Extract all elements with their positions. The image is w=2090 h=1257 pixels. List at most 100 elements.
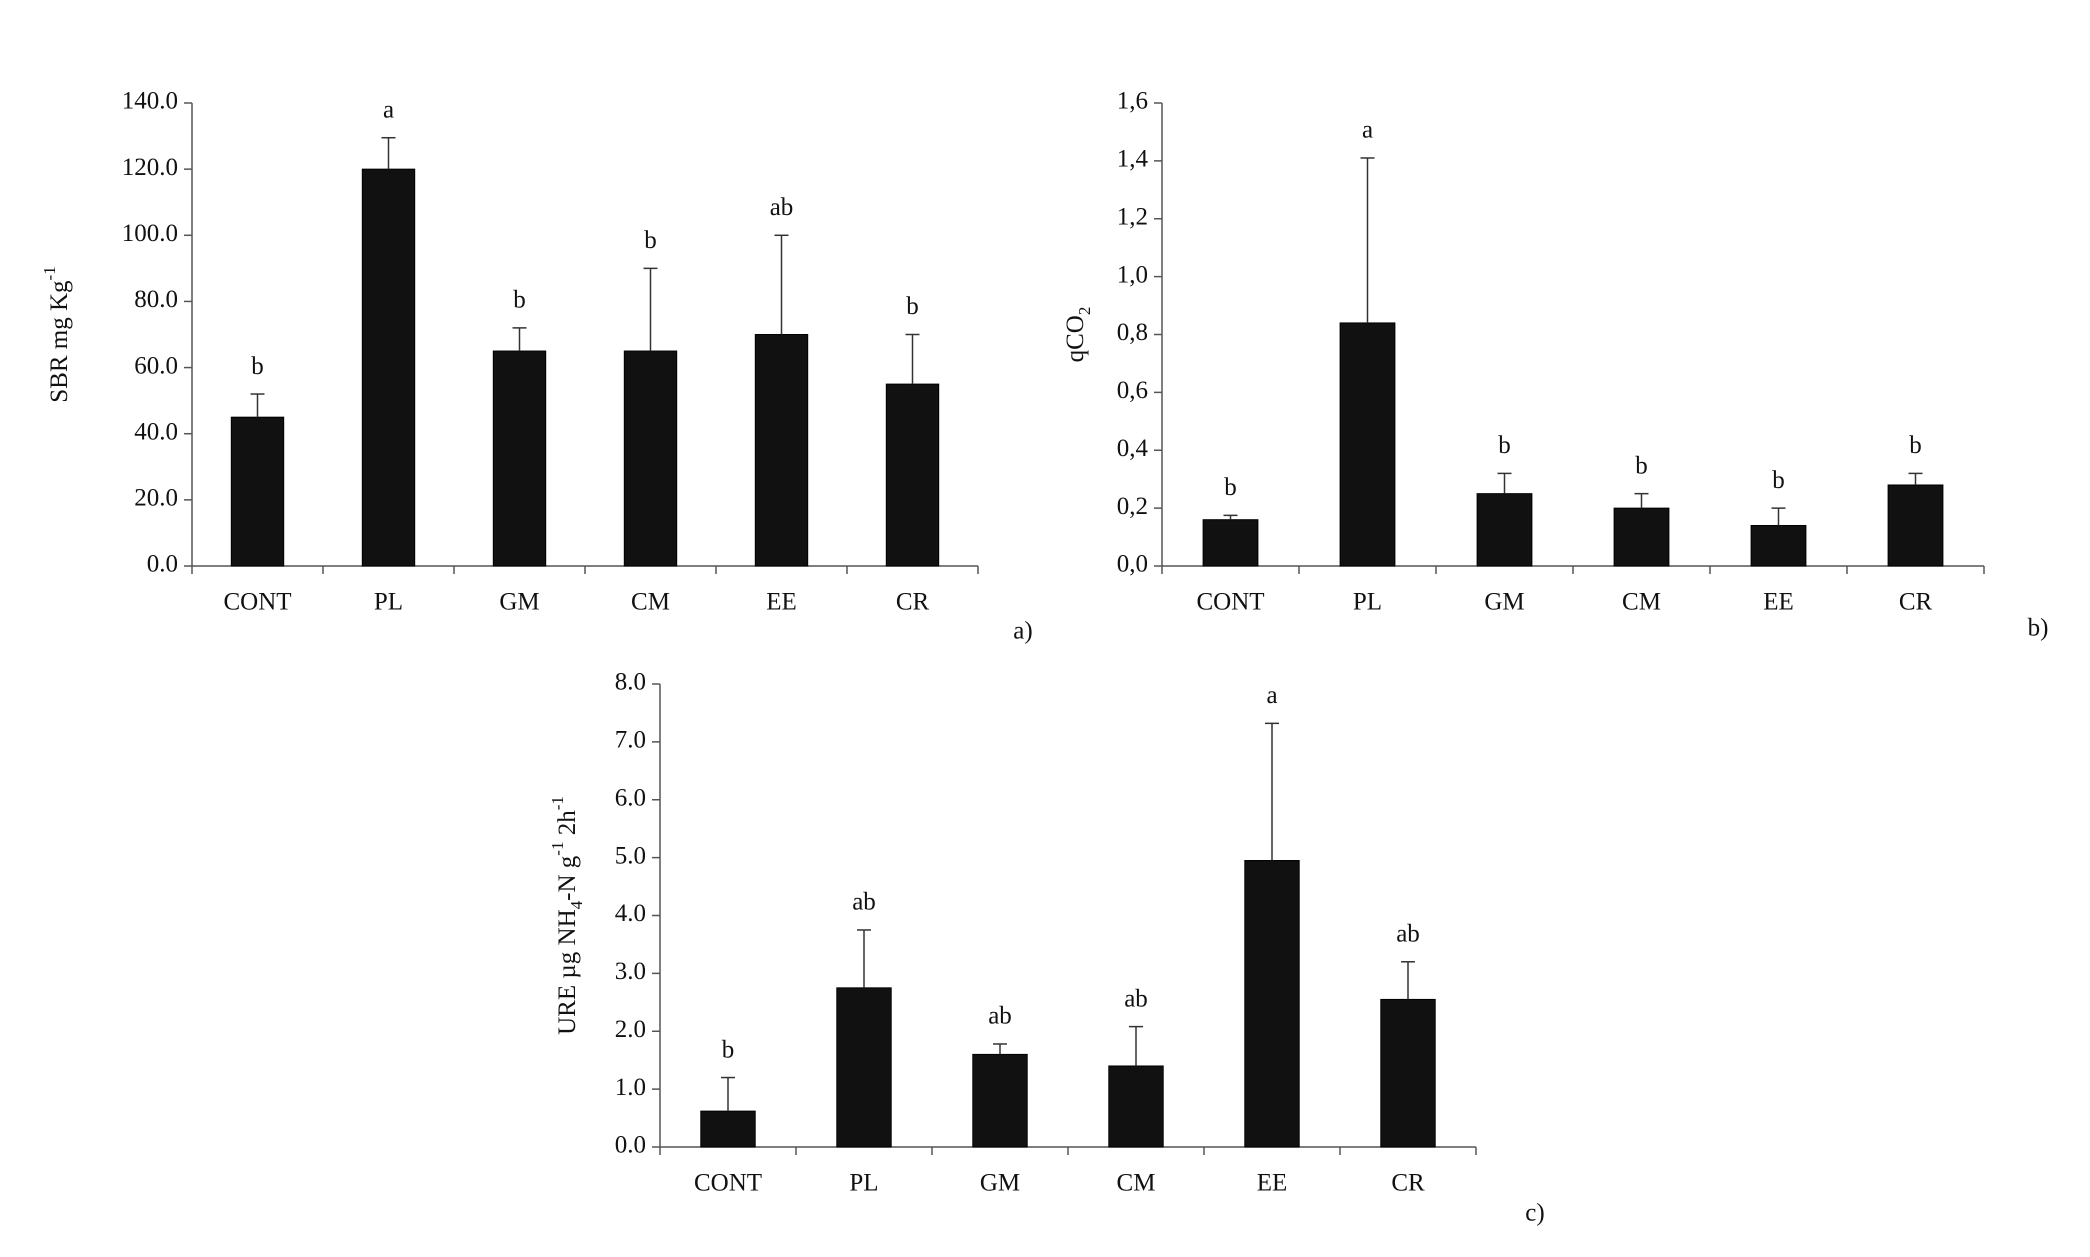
y-axis-label-part: qCO: [1062, 315, 1089, 362]
error-bar: [512, 327, 527, 352]
error-bar: [1129, 1025, 1143, 1066]
y-tick-label: 40.0: [134, 418, 178, 445]
y-tick-label: 0,6: [1117, 377, 1148, 404]
y-tick-label: 5.0: [615, 842, 646, 869]
y-axis-label-part: -1: [548, 842, 567, 856]
bar: [1380, 998, 1436, 1148]
bar: [1613, 507, 1670, 567]
significance-letter: ab: [1396, 921, 1420, 948]
x-tick-label: GM: [980, 1170, 1020, 1197]
y-axis-label: SBR mg Kg-1: [40, 266, 72, 402]
y-axis-label: URE µg NH4-N g-1 2h-1: [548, 796, 586, 1035]
bar: [1887, 484, 1944, 567]
y-axis-label: qCO2: [1062, 307, 1095, 363]
y-tick-label: 1,4: [1117, 146, 1149, 173]
y-tick-label: 7.0: [615, 727, 646, 754]
error-bar: [1771, 507, 1786, 526]
y-tick-label: 1.0: [615, 1074, 646, 1101]
x-tick-label: CONT: [694, 1170, 762, 1197]
significance-letter: b: [1635, 452, 1648, 479]
y-tick-label: 8.0: [615, 669, 646, 696]
error-bar: [381, 136, 396, 170]
y-axis-label-part: SBR mg Kg: [46, 280, 73, 403]
panel-label: b): [2028, 615, 2049, 642]
y-tick-label: 0.0: [147, 551, 178, 578]
error-bar: [250, 393, 265, 418]
significance-letter: a: [1362, 117, 1373, 144]
error-bar: [1497, 472, 1512, 494]
bar: [1202, 519, 1259, 567]
y-tick-label: 2.0: [615, 1016, 646, 1043]
bar: [885, 383, 940, 567]
x-tick-label: CM: [631, 589, 670, 616]
y-axis-label-part: 4: [567, 900, 586, 909]
x-tick-label: CR: [1899, 589, 1933, 616]
significance-letter: b: [1224, 474, 1237, 501]
bar: [230, 416, 285, 567]
bar: [1108, 1065, 1164, 1148]
error-bar: [1360, 157, 1375, 323]
x-tick-label: CM: [1117, 1170, 1156, 1197]
bar: [1476, 493, 1533, 567]
bar: [972, 1053, 1028, 1148]
bar: [1244, 860, 1300, 1148]
significance-letter: b: [1772, 467, 1785, 494]
significance-letter: b: [1498, 432, 1511, 459]
y-axis-label-part: 2: [1075, 307, 1094, 316]
significance-letter: b: [906, 293, 919, 320]
bar: [700, 1110, 756, 1148]
x-tick-label: PL: [374, 589, 403, 616]
x-tick-label: CM: [1622, 589, 1661, 616]
significance-letter: b: [513, 287, 526, 314]
y-tick-label: 0,2: [1117, 493, 1148, 520]
y-tick-label: 1,0: [1117, 261, 1148, 288]
y-tick-label: 20.0: [134, 485, 178, 512]
error-bar: [643, 267, 658, 352]
y-tick-label: 60.0: [134, 352, 178, 379]
panel-label: a): [1013, 618, 1032, 645]
bar: [754, 334, 809, 567]
x-tick-label: CR: [896, 589, 930, 616]
y-tick-label: 0,4: [1117, 435, 1149, 462]
error-bar: [1634, 492, 1649, 509]
y-axis-label-part: -1: [40, 266, 59, 280]
x-tick-label: PL: [1353, 589, 1382, 616]
panel-label: c): [1525, 1200, 1544, 1227]
y-axis-label-part: URE µg NH: [554, 909, 581, 1035]
error-bar: [1223, 514, 1238, 520]
y-axis-label-part: -1: [548, 796, 567, 810]
significance-letter: b: [1909, 432, 1922, 459]
x-tick-label: EE: [1257, 1170, 1288, 1197]
y-tick-label: 1,2: [1117, 203, 1148, 230]
error-bar: [857, 929, 871, 988]
y-tick-label: 80.0: [134, 286, 178, 313]
significance-letter: b: [251, 353, 264, 380]
error-bar: [1908, 472, 1923, 485]
bar: [836, 987, 892, 1148]
error-bar: [993, 1043, 1007, 1055]
y-tick-label: 3.0: [615, 958, 646, 985]
significance-letter: b: [722, 1036, 735, 1063]
error-bar: [774, 234, 789, 335]
x-tick-label: CONT: [1196, 589, 1264, 616]
error-bar: [905, 333, 920, 385]
y-tick-label: 0,8: [1117, 319, 1148, 346]
x-tick-label: CONT: [223, 589, 291, 616]
significance-letter: a: [1266, 682, 1277, 709]
bar: [1750, 524, 1807, 567]
significance-letter: a: [383, 96, 394, 123]
y-axis-label-part: -N g: [554, 855, 581, 901]
y-axis-label-part: 2h: [554, 810, 581, 842]
significance-letter: b: [644, 227, 657, 254]
x-tick-label: EE: [1763, 589, 1794, 616]
bar: [623, 350, 678, 567]
y-tick-label: 1,6: [1117, 88, 1148, 115]
bar: [361, 168, 416, 567]
bar: [1339, 322, 1396, 567]
x-tick-label: EE: [766, 589, 797, 616]
significance-letter: ab: [988, 1003, 1012, 1030]
error-bar: [1401, 961, 1415, 1000]
x-tick-label: GM: [499, 589, 539, 616]
significance-letter: ab: [770, 194, 794, 221]
